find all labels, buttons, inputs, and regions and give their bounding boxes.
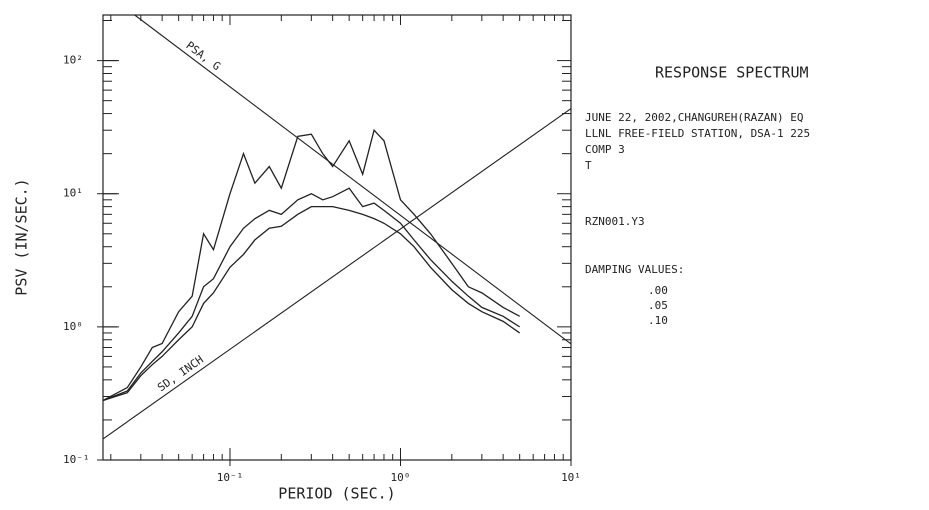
diagonal-line [134, 14, 572, 345]
info-line: RZN001.Y3 [585, 215, 645, 228]
diagonal-line [102, 108, 572, 440]
legend-entry: .10 [648, 314, 668, 327]
y-tick-label: 10⁰ [63, 320, 83, 333]
plot-frame [102, 14, 572, 461]
x-axis-label: PERIOD (SEC.) [278, 485, 395, 503]
y-axis-label: PSV (IN/SEC.) [13, 178, 31, 295]
series-line [102, 205, 521, 402]
series-line [102, 128, 520, 402]
y-tick-label: 10² [63, 54, 83, 67]
x-tick-label: 10¹ [561, 471, 581, 484]
y-tick-label: 10¹ [63, 187, 83, 200]
x-tick-label: 10⁻¹ [217, 471, 244, 484]
info-line: LLNL FREE-FIELD STATION, DSA-1 225 [585, 127, 810, 140]
y-tick-label: 10⁻¹ [63, 453, 90, 466]
legend-entry: .05 [648, 299, 668, 312]
chart-title: RESPONSE SPECTRUM [655, 64, 809, 82]
legend-title: DAMPING VALUES: [585, 263, 684, 276]
info-line: T [585, 159, 592, 172]
legend-entry: .00 [648, 284, 668, 297]
info-line: COMP 3 [585, 143, 625, 156]
diagonal-label: SD, INCH [155, 353, 206, 394]
series-line [102, 187, 521, 402]
info-line: JUNE 22, 2002,CHANGUREH(RAZAN) EQ [585, 111, 804, 124]
x-tick-label: 10⁰ [391, 471, 411, 484]
